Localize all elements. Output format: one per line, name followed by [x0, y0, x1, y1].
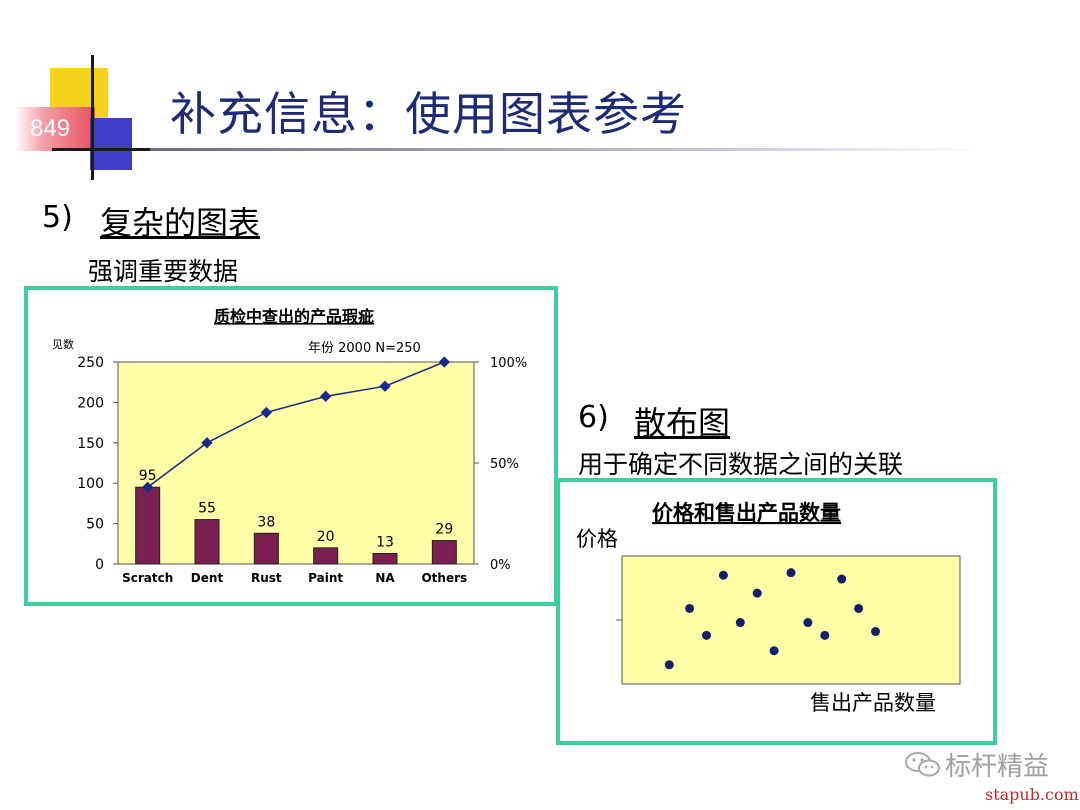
scatter-point — [769, 646, 779, 656]
scatter-point — [803, 618, 813, 628]
watermark-text: 标杆精益 — [945, 752, 1050, 782]
pareto-y-tick-label: 150 — [77, 436, 104, 452]
section6-number: 6) — [578, 400, 609, 435]
pareto-data-label: 20 — [317, 529, 335, 545]
pareto-bar — [135, 486, 161, 565]
slide-title: 补充信息：使用图表参考 — [170, 87, 687, 141]
pareto-title: 质检中查出的产品瑕疵 — [214, 307, 374, 326]
pareto-y2-tick-label: 50% — [490, 457, 519, 472]
scatter-point — [786, 568, 796, 578]
scatter-point — [820, 630, 830, 640]
pareto-subtitle: 年份 2000 N=250 — [308, 341, 421, 356]
scatter-chart: 价格和售出产品数量 价格 售出产品数量 — [576, 501, 961, 715]
pareto-bar — [194, 519, 220, 565]
pareto-cumulative-marker — [142, 481, 154, 493]
pareto-category-label: Rust — [251, 571, 282, 585]
pareto-chart-frame: 质检中查出的产品瑕疵 年份 2000 N=250 见数 0 50 100 150 200… — [24, 286, 558, 606]
pareto-category-label: NA — [375, 571, 395, 585]
pareto-bar — [313, 547, 339, 565]
scatter-point — [837, 574, 847, 584]
pareto-bar — [253, 532, 279, 565]
pareto-bar — [431, 540, 457, 565]
scatter-point — [752, 588, 762, 598]
logo-blue-block — [90, 118, 132, 170]
scatter-plot-area — [621, 555, 961, 685]
pareto-chart: 质检中查出的产品瑕疵 年份 2000 N=250 见数 050100150200… — [52, 307, 527, 585]
footer-url: stapub.com — [985, 785, 1079, 804]
pareto-data-label: 55 — [198, 501, 216, 517]
section5-number: 5) — [42, 200, 73, 235]
wechat-icon — [905, 752, 940, 777]
pareto-data-label: 38 — [257, 514, 275, 530]
section6-title: 散布图 — [634, 404, 731, 442]
pareto-plot-area — [117, 361, 475, 565]
scatter-point — [685, 603, 695, 613]
section5-description: 强调重要数据 — [88, 257, 239, 286]
pareto-y2-tick-label: 100% — [490, 356, 527, 371]
pareto-y-tick-label: 100 — [77, 476, 104, 492]
pareto-y-tick-label: 0 — [95, 557, 104, 573]
logo-red-block — [15, 107, 95, 151]
pareto-data-label: 95 — [139, 468, 157, 484]
pareto-category-label: Others — [421, 571, 467, 585]
scatter-point — [702, 630, 711, 640]
pareto-cumulative-line — [147, 361, 445, 488]
pareto-category-label: Paint — [308, 571, 343, 585]
scatter-point — [718, 570, 728, 580]
title-underline-rule — [150, 148, 980, 151]
pareto-category-label: Dent — [191, 571, 224, 585]
pareto-cumulative-marker — [201, 437, 213, 449]
pareto-data-label: 29 — [435, 522, 453, 538]
section6-description: 用于确定不同数据之间的关联 — [578, 450, 904, 479]
pareto-bar — [372, 552, 398, 565]
pareto-data-label: 13 — [376, 534, 394, 550]
logo-vertical-line — [91, 55, 94, 180]
scatter-point — [871, 627, 880, 637]
logo-horizontal-line — [52, 148, 177, 151]
slide-number: 849 — [30, 115, 71, 142]
section5-title: 复杂的图表 — [100, 204, 261, 242]
scatter-x-axis-label: 售出产品数量 — [810, 691, 936, 715]
pareto-y-tick-label: 50 — [86, 517, 104, 533]
scatter-point — [664, 660, 674, 670]
pareto-cumulative-marker — [260, 406, 272, 419]
pareto-y2-tick-label: 0% — [490, 558, 511, 573]
pareto-y-tick-label: 200 — [77, 395, 104, 411]
scatter-chart-frame: 价格和售出产品数量 价格 售出产品数量 — [556, 478, 997, 745]
scatter-y-axis-label: 价格 — [576, 527, 618, 551]
scatter-point — [735, 618, 745, 628]
pareto-y-axis-label: 见数 — [52, 338, 74, 351]
pareto-category-label: Scratch — [122, 571, 173, 585]
pareto-y-tick-label: 250 — [77, 355, 104, 371]
scatter-point — [854, 603, 864, 613]
scatter-title: 价格和售出产品数量 — [652, 501, 841, 525]
